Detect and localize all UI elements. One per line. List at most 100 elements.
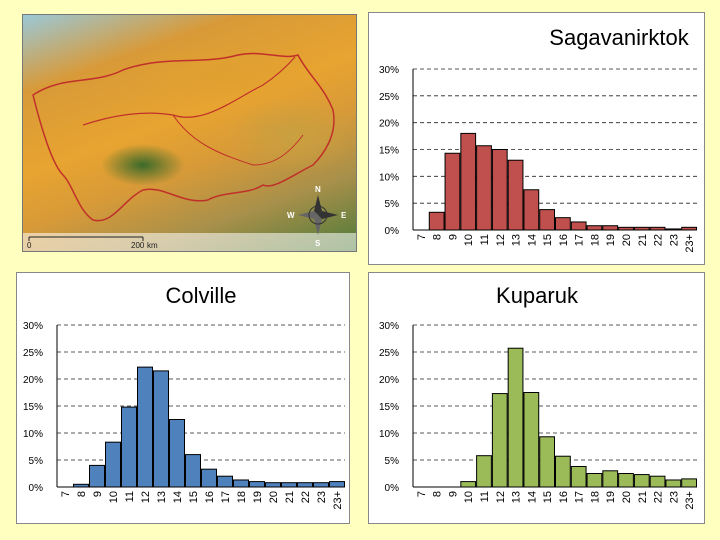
bar-17 — [570, 465, 587, 488]
x-tick-label: 23 — [668, 491, 680, 503]
scale-label-0: 0 — [27, 241, 32, 250]
x-tick-label: 19 — [605, 491, 617, 503]
bar-20 — [618, 473, 634, 488]
map-overlay: 0 200 km N S E W — [23, 52, 356, 251]
x-tick-label: 13 — [511, 491, 523, 503]
x-tick-label: 21 — [284, 491, 296, 503]
y-tick-label: 5% — [29, 456, 44, 467]
bar-14 — [169, 419, 185, 488]
bar-11 — [121, 406, 137, 488]
x-tick-label: 18 — [589, 491, 601, 503]
bar-23 — [665, 479, 682, 488]
x-tick-label: 12 — [495, 234, 507, 246]
x-tick-label: 12 — [140, 491, 152, 503]
compass-s: S — [315, 239, 321, 248]
bar-17 — [217, 475, 233, 488]
x-tick-label: 18 — [236, 491, 248, 503]
x-tick-label: 15 — [542, 234, 554, 246]
chart-title: Colville — [166, 283, 237, 308]
y-tick-label: 0% — [385, 226, 400, 237]
bar-12 — [137, 366, 153, 488]
x-tick-label: 7 — [416, 491, 428, 497]
sagavanirktok-panel: Sagavanirktok 0% 5% 10% 15% 20% 25% 30% 7 8 9 10 11 1… — [368, 12, 705, 265]
bar-13 — [507, 347, 524, 488]
bar-22 — [649, 475, 666, 488]
x-tick-label: 20 — [621, 234, 633, 246]
bar-8 — [73, 483, 89, 488]
compass-n: N — [315, 185, 321, 194]
x-tick-label: 13 — [156, 491, 168, 503]
x-tick-label: 14 — [172, 491, 184, 503]
bar-16 — [555, 217, 571, 231]
bar-18 — [233, 479, 249, 488]
y-tick-label: 5% — [385, 456, 400, 467]
bar-14 — [523, 392, 540, 488]
bar-15 — [539, 436, 556, 488]
y-tick-label: 20% — [23, 375, 43, 386]
x-tick-label: 16 — [558, 234, 570, 246]
bar-18 — [586, 225, 603, 231]
x-tick-label: 22 — [653, 491, 665, 503]
bar-17 — [570, 221, 587, 231]
compass-w: W — [287, 211, 295, 220]
bar-10 — [460, 481, 477, 488]
y-tick-label: 25% — [379, 92, 399, 103]
kuparuk-panel: Kuparuk 0% 5% 10% 15% 20% 25% 30% 7 8 9 10 11 12 13 14 1… — [368, 272, 705, 524]
x-tick-label: 18 — [589, 234, 601, 246]
x-tick-label: 11 — [479, 491, 491, 502]
x-tick-label: 15 — [542, 491, 554, 503]
y-tick-label: 10% — [379, 429, 399, 440]
x-tick-label: 8 — [76, 491, 88, 497]
bar-16 — [555, 455, 571, 488]
x-tick-label: 19 — [605, 234, 617, 246]
bar-22 — [649, 226, 666, 231]
x-tick-label: 17 — [220, 491, 232, 503]
y-tick-label: 30% — [379, 65, 399, 76]
kuparuk-chart: Kuparuk 0% 5% 10% 15% 20% 25% 30% 7 8 9 10 11 12 13 14 1… — [379, 283, 698, 510]
bar-16 — [201, 468, 217, 488]
bar-15 — [539, 209, 556, 231]
bar-23+ — [329, 481, 345, 488]
bar-9 — [89, 464, 105, 488]
y-tick-label: 0% — [385, 483, 400, 494]
y-tick-label: 5% — [385, 199, 400, 210]
bar-23+ — [681, 478, 698, 488]
colville-panel: Colville 0% 5% 10% 15% 20% 25% 30% 7 8 9 10 11 12 13 14… — [16, 272, 350, 524]
x-tick-label: 14 — [526, 491, 538, 503]
y-tick-label: 10% — [379, 172, 399, 183]
x-tick-label: 14 — [526, 234, 538, 246]
x-tick-label: 16 — [204, 491, 216, 503]
bar-21 — [633, 474, 650, 488]
y-tick-label: 20% — [379, 375, 399, 386]
scale-label-km: km — [147, 241, 158, 250]
bar-14 — [523, 189, 540, 231]
bar-19 — [249, 481, 265, 488]
bar-10 — [460, 132, 477, 231]
x-tick-label: 19 — [252, 491, 264, 503]
x-tick-label: 12 — [495, 491, 507, 503]
x-tick-label: 15 — [188, 491, 200, 503]
bar-13 — [153, 370, 169, 488]
bar-18 — [586, 473, 603, 488]
x-tick-label: 20 — [268, 491, 280, 503]
compass-rose-icon: N S E W — [287, 185, 347, 248]
sagavanirktok-chart: Sagavanirktok 0% 5% 10% 15% 20% 25% 30% 7 8 9 10 11 1… — [379, 25, 698, 253]
y-tick-label: 10% — [23, 429, 43, 440]
x-tick-label: 23+ — [684, 234, 696, 253]
bar-20 — [265, 482, 281, 488]
x-tick-label: 9 — [447, 491, 459, 497]
chart-title: Kuparuk — [496, 283, 579, 308]
x-tick-label: 10 — [463, 234, 475, 246]
bar-22 — [297, 482, 313, 488]
x-tick-label: 21 — [637, 234, 649, 246]
y-tick-label: 25% — [379, 348, 399, 359]
bar-13 — [507, 159, 524, 231]
x-tick-label: 16 — [558, 491, 570, 503]
scale-label-200: 200 — [131, 241, 145, 250]
y-tick-label: 0% — [29, 483, 44, 494]
x-tick-label: 23+ — [332, 491, 344, 510]
bar-19 — [602, 470, 619, 488]
x-tick-label: 9 — [447, 234, 459, 240]
x-tick-label: 8 — [432, 234, 444, 240]
y-tick-label: 20% — [379, 119, 399, 130]
